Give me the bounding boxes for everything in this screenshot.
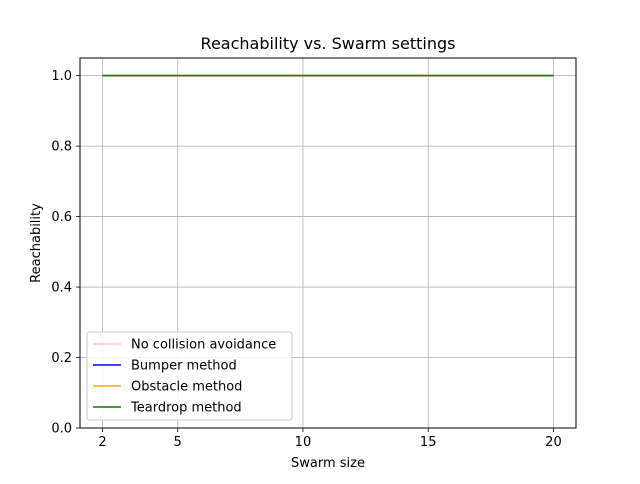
- x-axis-label: Swarm size: [291, 456, 365, 471]
- x-tick-label: 15: [420, 435, 437, 450]
- legend: No collision avoidance Bumper method Obsta…: [86, 331, 293, 421]
- legend-entry: No collision avoidance: [131, 338, 276, 353]
- y-tick-label: 0.0: [51, 422, 72, 437]
- x-tick-label: 2: [98, 435, 106, 450]
- y-tick-label: 0.8: [51, 140, 72, 155]
- x-axis-ticks: 2 5 10 15 20: [98, 428, 562, 450]
- legend-box: [86, 331, 293, 421]
- legend-entry: Bumper method: [131, 359, 237, 374]
- y-tick-label: 0.6: [51, 210, 72, 225]
- y-tick-label: 0.4: [51, 281, 72, 296]
- y-tick-label: 0.2: [51, 351, 72, 366]
- x-tick-label: 20: [545, 435, 562, 450]
- y-tick-label: 1.0: [51, 69, 72, 84]
- y-axis-label: Reachability: [29, 203, 44, 283]
- legend-entry: Teardrop method: [130, 401, 242, 416]
- legend-entry: Obstacle method: [131, 380, 242, 395]
- y-axis-ticks: 0.0 0.2 0.4 0.6 0.8 1.0: [51, 69, 80, 437]
- x-tick-label: 10: [295, 435, 312, 450]
- chart-title: Reachability vs. Swarm settings: [201, 34, 456, 53]
- x-tick-label: 5: [174, 435, 182, 450]
- plot-area-frame: [79, 57, 577, 429]
